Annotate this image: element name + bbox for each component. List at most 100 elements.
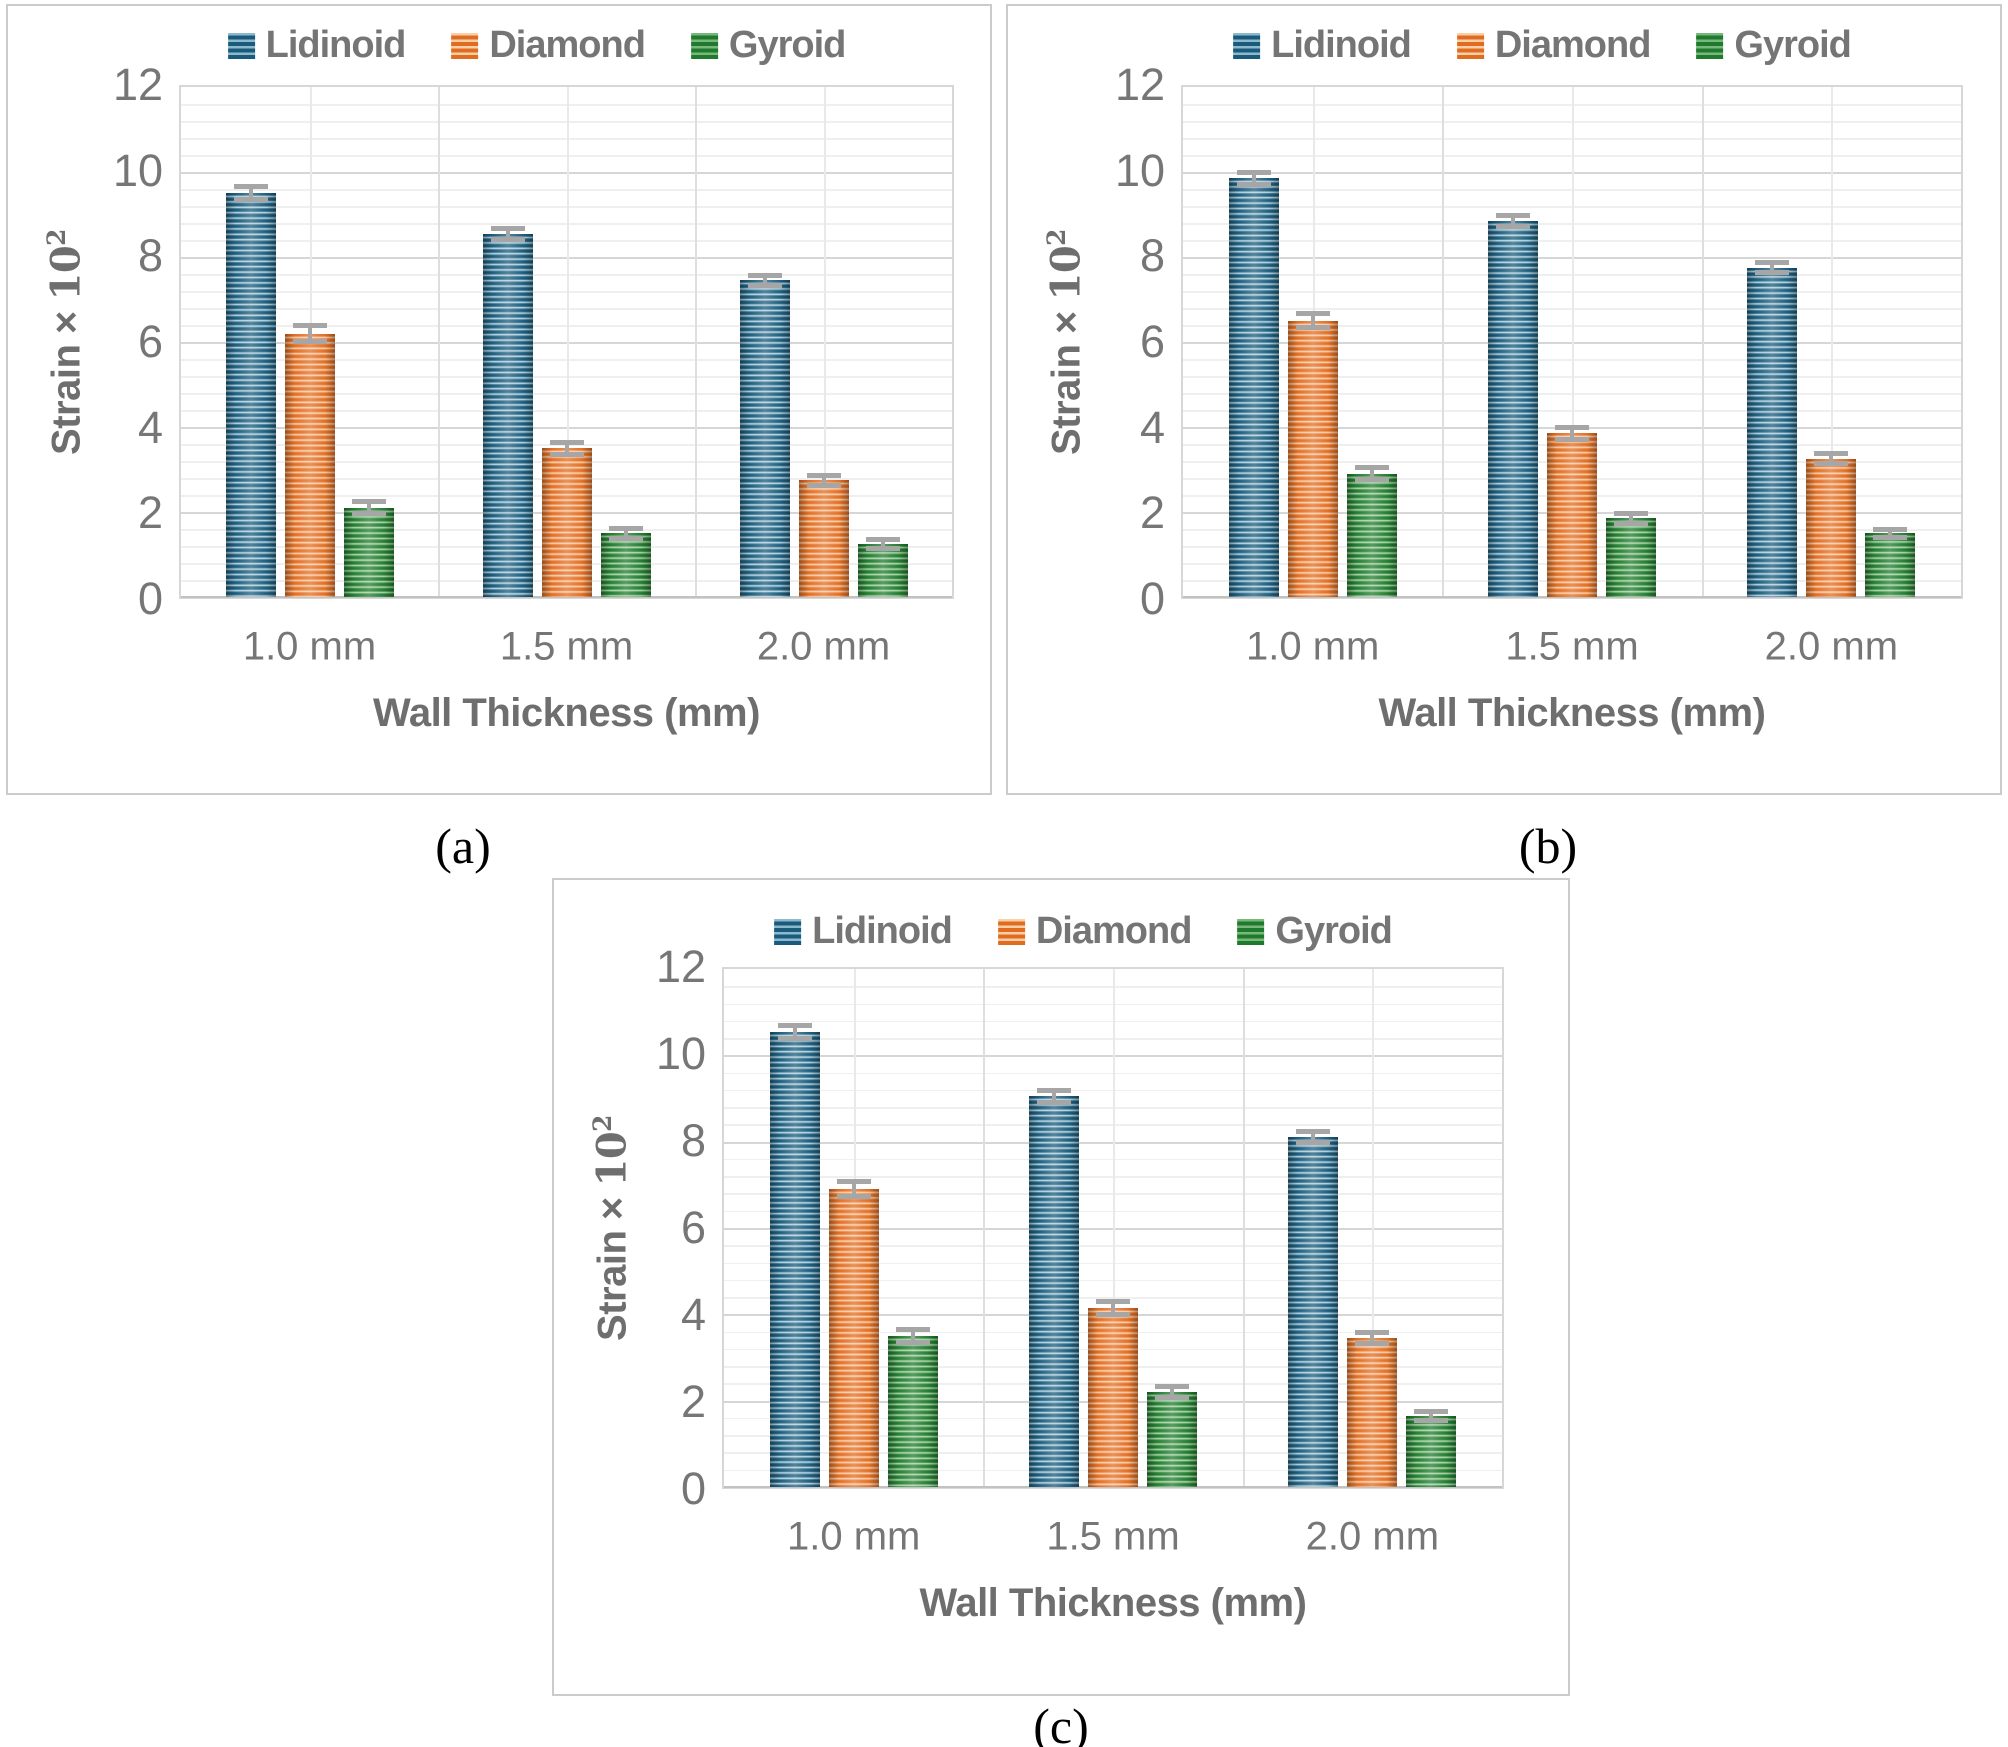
x-axis-title: Wall Thickness (mm)	[373, 691, 760, 735]
error-bar-stem	[1311, 1133, 1316, 1142]
legend-label-gyroid: Gyroid	[728, 24, 846, 66]
x-axis-line	[181, 596, 952, 598]
legend-item-lidinoid: Lidinoid	[1233, 24, 1412, 67]
error-bar-bottom-cap	[1496, 223, 1530, 229]
x-tick-label: 1.5 mm	[1505, 624, 1639, 669]
error-bar-top-cap	[1814, 451, 1849, 457]
bar-gyroid-1.0mm	[887, 1335, 938, 1487]
y-tick-label: 10	[1114, 144, 1165, 196]
error-bar	[1296, 1129, 1331, 1146]
bar-diamond-2.0mm	[1347, 1338, 1398, 1487]
error-bar-bottom-cap	[1355, 1341, 1390, 1347]
error-bar	[608, 525, 643, 541]
bar-gyroid-2.0mm	[1865, 533, 1916, 597]
x-tick-label: 1.0 mm	[242, 624, 377, 669]
error-bar-stem	[623, 529, 628, 537]
error-bar-stem	[851, 1183, 856, 1195]
error-bar	[895, 1326, 930, 1345]
y-tick-label: 0	[680, 1463, 706, 1514]
y-tick-label: 4	[680, 1289, 706, 1340]
y-tick-label: 2	[1139, 487, 1165, 539]
y-tick-label: 12	[655, 941, 706, 992]
lidinoid-swatch-icon	[1233, 32, 1261, 59]
vertical-gridline	[566, 87, 569, 597]
error-bar-stem	[1052, 1091, 1056, 1101]
error-bar-bottom-cap	[777, 1035, 812, 1041]
error-bar-stem	[505, 229, 510, 238]
bar-gyroid-2.0mm	[857, 543, 908, 597]
error-bar	[351, 499, 386, 517]
error-bar	[1814, 451, 1849, 467]
error-bar-stem	[1251, 173, 1256, 184]
x-axis-line	[1183, 596, 1961, 598]
error-bar	[1414, 1408, 1449, 1423]
error-bar-bottom-cap	[1155, 1395, 1189, 1401]
bar-diamond-1.0mm	[828, 1189, 879, 1487]
error-bar-stem	[1829, 455, 1834, 463]
y-tick-label: 4	[1139, 401, 1165, 453]
vertical-gridline	[1242, 969, 1245, 1487]
error-bar-top-cap	[1555, 424, 1589, 430]
bar-diamond-1.0mm	[1287, 320, 1338, 597]
error-bar	[1496, 212, 1530, 229]
error-bar-top-cap	[490, 225, 525, 231]
y-tick-label: 6	[680, 1202, 706, 1253]
x-tick-label: 2.0 mm	[756, 624, 891, 669]
error-bar-bottom-cap	[865, 545, 900, 551]
error-bar-top-cap	[1614, 510, 1648, 516]
error-bar-top-cap	[1496, 212, 1530, 218]
caption-b: (b)	[1518, 818, 1578, 874]
legend-item-gyroid: Gyroid	[1237, 910, 1393, 953]
error-bar	[1755, 260, 1790, 276]
bar-gyroid-2.0mm	[1406, 1415, 1457, 1487]
bar-gyroid-1.5mm	[1147, 1392, 1197, 1487]
error-bar-bottom-cap	[1096, 1311, 1130, 1317]
y-tick-label: 10	[655, 1028, 706, 1079]
error-bar-bottom-cap	[1037, 1099, 1071, 1105]
error-bar-bottom-cap	[1873, 535, 1908, 540]
chart-panel-b: Lidinoid Diamond Gyroid Strain × 102 Wall …	[1006, 4, 2002, 795]
bar-diamond-1.5mm	[1088, 1307, 1138, 1487]
legend: Lidinoid Diamond Gyroid	[1233, 24, 1852, 67]
bar-gyroid-1.5mm	[600, 533, 651, 597]
legend-label-lidinoid: Lidinoid	[265, 24, 407, 66]
gyroid-swatch-icon	[1696, 32, 1724, 59]
error-bar	[777, 1022, 812, 1041]
error-bar-stem	[564, 443, 569, 453]
legend-item-diamond: Diamond	[451, 24, 646, 67]
bar-lidinoid-1.5mm	[482, 233, 533, 597]
bar-lidinoid-2.0mm	[1747, 267, 1798, 597]
error-bar-bottom-cap	[1296, 1140, 1331, 1146]
bar-gyroid-1.0mm	[343, 507, 394, 597]
x-axis-title: Wall Thickness (mm)	[1378, 691, 1766, 735]
error-bar-top-cap	[1873, 526, 1908, 532]
error-bar-top-cap	[747, 272, 782, 278]
error-bar-top-cap	[1414, 1408, 1449, 1414]
legend-item-diamond: Diamond	[997, 910, 1192, 953]
error-bar	[490, 225, 525, 242]
error-bar-top-cap	[836, 1179, 871, 1185]
error-bar-bottom-cap	[292, 338, 327, 344]
vertical-gridline	[1572, 87, 1574, 597]
legend-label-gyroid: Gyroid	[1275, 910, 1392, 952]
vertical-gridline	[983, 969, 986, 1487]
error-bar	[1354, 465, 1389, 483]
error-bar-top-cap	[1155, 1383, 1189, 1389]
error-bar-bottom-cap	[1414, 1418, 1449, 1423]
lidinoid-swatch-icon	[774, 918, 802, 945]
error-bar-top-cap	[1296, 1129, 1331, 1135]
error-bar-top-cap	[1295, 311, 1330, 317]
legend-item-lidinoid: Lidinoid	[227, 24, 407, 67]
y-tick-label: 8	[680, 1115, 706, 1166]
error-bar	[292, 323, 327, 344]
vertical-gridline	[1701, 87, 1704, 597]
bar-diamond-1.5mm	[541, 448, 592, 597]
error-bar-stem	[1370, 1333, 1375, 1343]
legend: Lidinoid Diamond Gyroid	[774, 910, 1393, 953]
error-bar	[1614, 510, 1648, 526]
error-bar-top-cap	[806, 472, 841, 478]
error-bar-top-cap	[1096, 1298, 1130, 1304]
chart-panel-a: Lidinoid Diamond Gyroid Strain × 102 Wall …	[6, 4, 992, 795]
error-bar	[1155, 1383, 1189, 1401]
y-tick-label: 0	[137, 573, 163, 624]
